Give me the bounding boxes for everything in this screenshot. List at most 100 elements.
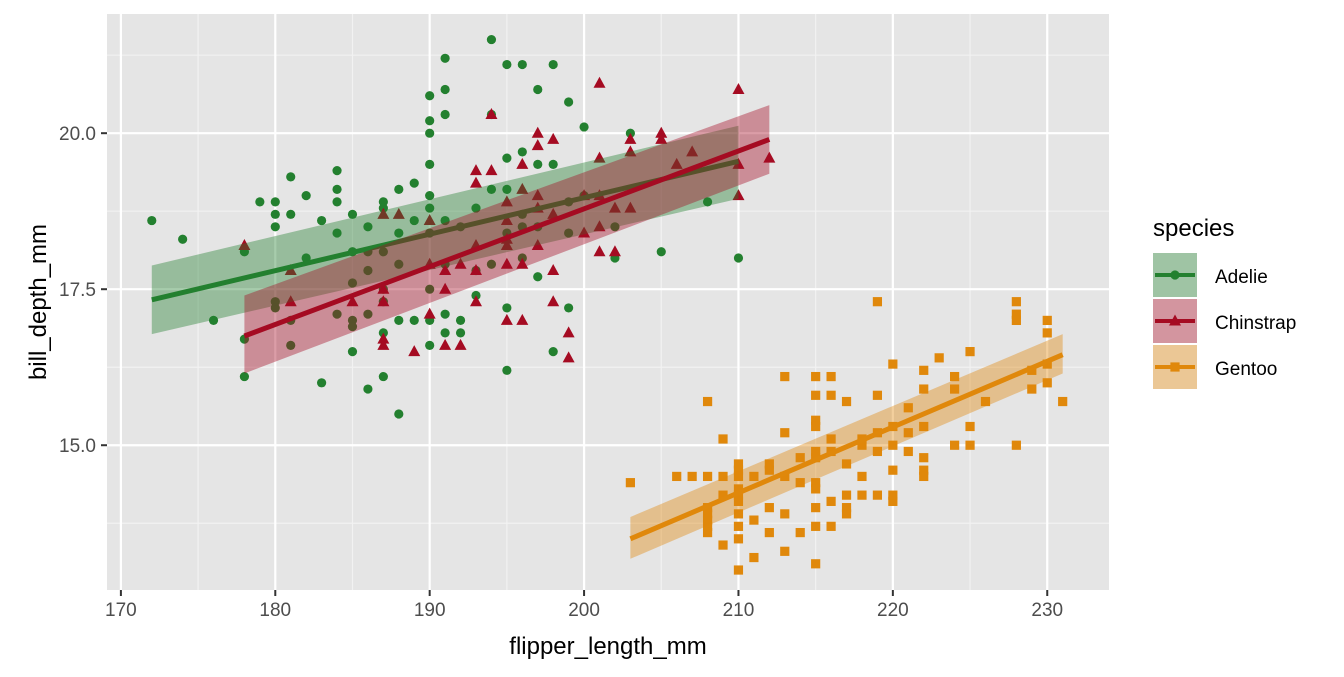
data-point-adelie (455, 315, 466, 326)
data-point-adelie (286, 172, 296, 182)
data-point-gentoo (811, 415, 821, 425)
y-axis-title: bill_depth_mm (25, 224, 52, 380)
data-point-gentoo (1058, 396, 1068, 407)
data-point-adelie (347, 322, 358, 332)
data-point-chinstrap (608, 245, 621, 257)
data-point-chinstrap (439, 338, 452, 350)
data-point-chinstrap (423, 214, 436, 226)
data-point-gentoo (919, 465, 929, 475)
data-point-adelie (270, 303, 280, 313)
data-point-adelie (332, 166, 342, 176)
data-point-chinstrap (500, 313, 513, 325)
data-point-gentoo (625, 478, 635, 488)
x-axis-title: flipper_length_mm (509, 633, 706, 660)
data-point-chinstrap (562, 351, 575, 363)
data-point-gentoo (919, 365, 929, 375)
x-axis: 170 180 190 200 210 220 230 (105, 590, 1063, 621)
data-point-gentoo (826, 371, 836, 382)
data-point-gentoo (749, 552, 759, 563)
data-point-gentoo (965, 347, 975, 357)
data-point-adelie (425, 116, 435, 126)
data-point-gentoo (764, 503, 774, 513)
legend-label: Adelie (1215, 267, 1268, 288)
data-point-gentoo (841, 503, 852, 513)
data-point-gentoo (795, 478, 805, 488)
data-point-gentoo (888, 465, 898, 475)
data-point-chinstrap (500, 214, 513, 226)
data-point-chinstrap (284, 295, 297, 307)
grid-major (107, 14, 1109, 590)
data-point-adelie (378, 371, 388, 382)
data-point-gentoo (764, 527, 774, 538)
regression-fits (151, 105, 1064, 559)
data-point-gentoo (919, 421, 929, 432)
data-point-chinstrap (531, 139, 544, 151)
data-point-adelie (533, 272, 543, 282)
data-point-chinstrap (500, 239, 513, 251)
data-point-gentoo (841, 396, 852, 407)
data-point-adelie (548, 159, 558, 169)
data-point-chinstrap (763, 151, 776, 163)
data-point-gentoo (965, 440, 975, 450)
data-point-gentoo (702, 515, 713, 525)
data-point-gentoo (919, 384, 929, 394)
data-point-chinstrap (593, 245, 606, 257)
data-point-chinstrap (732, 189, 745, 201)
data-point-adelie (178, 234, 188, 244)
data-point-adelie (332, 197, 342, 207)
data-point-chinstrap (392, 207, 405, 219)
data-point-chinstrap (593, 76, 606, 88)
data-point-chinstrap (562, 326, 575, 338)
data-point-adelie (332, 184, 342, 194)
data-point-chinstrap (454, 338, 467, 350)
data-point-gentoo (857, 490, 867, 500)
data-point-chinstrap (547, 295, 560, 307)
data-point-chinstrap (377, 207, 390, 219)
data-point-gentoo (826, 390, 836, 400)
data-point-adelie (425, 159, 435, 169)
data-point-gentoo (811, 503, 821, 513)
data-point-gentoo (733, 484, 744, 494)
data-point-gentoo (1042, 378, 1052, 388)
data-point-gentoo (934, 353, 944, 363)
data-point-chinstrap (439, 263, 452, 275)
data-point-adelie (208, 315, 219, 326)
x-tick-label: 230 (1031, 600, 1063, 621)
x-tick-label: 180 (259, 600, 291, 621)
data-point-adelie (610, 222, 620, 232)
data-point-adelie (486, 34, 497, 45)
data-point-gentoo (795, 453, 805, 463)
data-point-gentoo (749, 471, 759, 482)
data-point-adelie (533, 84, 543, 95)
data-point-adelie (440, 215, 450, 226)
data-point-adelie (363, 265, 373, 276)
data-point-gentoo (888, 359, 898, 369)
data-point-gentoo (919, 471, 929, 482)
data-point-gentoo (1011, 315, 1021, 326)
data-point-adelie (347, 278, 358, 288)
data-point-chinstrap (624, 132, 637, 144)
data-point-adelie (409, 315, 419, 326)
regression-line-chinstrap (243, 137, 771, 339)
data-point-adelie (394, 409, 404, 419)
data-point-adelie (425, 284, 435, 294)
data-point-gentoo (903, 446, 913, 457)
data-point-gentoo (795, 527, 805, 538)
data-point-gentoo (702, 396, 713, 407)
data-point-gentoo (733, 534, 744, 544)
y-axis: 15.0 17.5 20.0 (59, 124, 107, 457)
square-icon (1170, 362, 1180, 372)
data-point-chinstrap (655, 132, 668, 144)
data-point-gentoo (672, 471, 682, 482)
data-point-chinstrap (469, 176, 482, 188)
data-point-adelie (486, 184, 497, 194)
data-point-gentoo (733, 471, 744, 482)
data-point-gentoo (811, 371, 821, 382)
triangle-icon (1169, 314, 1181, 326)
data-point-adelie (317, 215, 327, 226)
data-point-gentoo (919, 453, 929, 463)
data-point-adelie (486, 259, 497, 269)
data-point-chinstrap (547, 132, 560, 144)
data-point-adelie (440, 309, 450, 319)
